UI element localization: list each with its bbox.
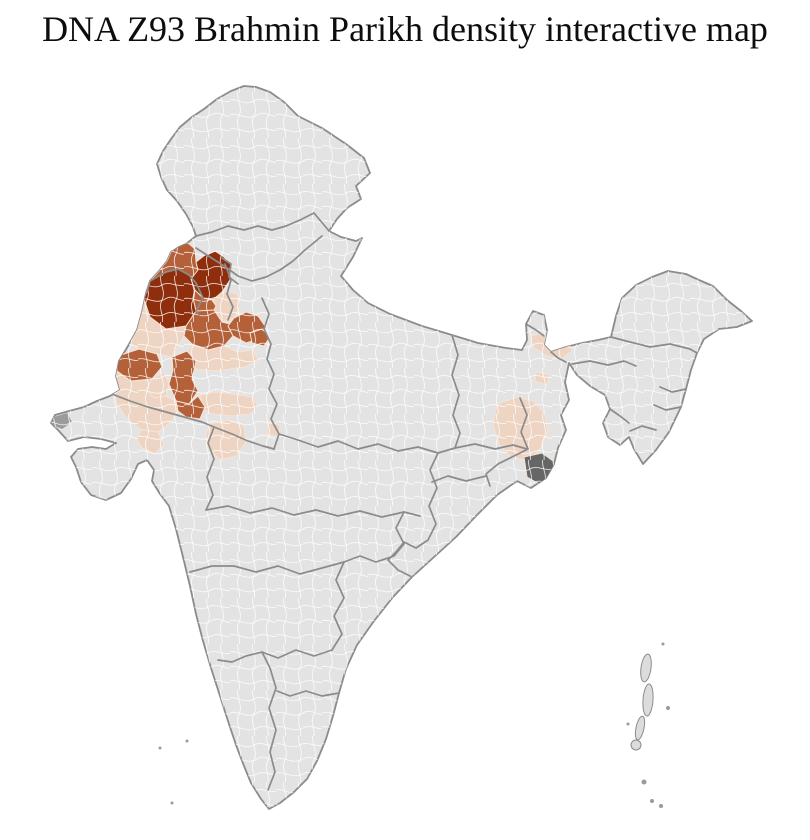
state-borders <box>111 212 698 791</box>
andaman-nicobar-islands[interactable] <box>626 642 671 809</box>
lakshadweep-islands[interactable] <box>158 739 189 805</box>
map-title: DNA Z93 Brahmin Parikh density interacti… <box>42 9 768 49</box>
